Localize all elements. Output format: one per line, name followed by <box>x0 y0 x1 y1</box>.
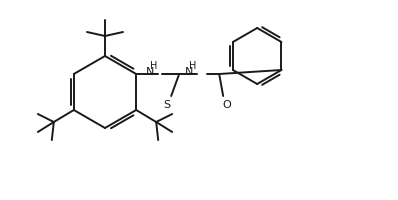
Text: S: S <box>164 100 171 109</box>
Text: H: H <box>150 61 158 71</box>
Text: N: N <box>146 67 154 77</box>
Text: N: N <box>185 67 193 77</box>
Text: H: H <box>189 61 197 71</box>
Text: O: O <box>223 100 232 109</box>
